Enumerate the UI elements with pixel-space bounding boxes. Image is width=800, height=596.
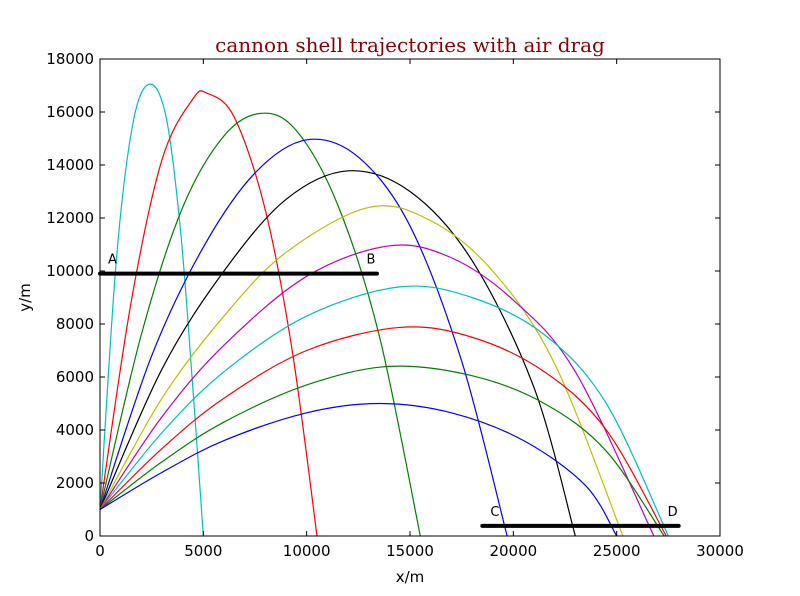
trajectory-line-2 — [100, 90, 318, 536]
trajectory-line-5 — [100, 170, 576, 536]
y-tick-label: 4000 — [56, 421, 94, 439]
y-tick-label: 10000 — [46, 262, 94, 280]
y-tick-label: 12000 — [46, 209, 94, 227]
x-tick-label: 0 — [95, 542, 105, 560]
x-tick-label: 15000 — [386, 542, 434, 560]
y-tick-label: 0 — [84, 527, 94, 545]
trajectory-line-8 — [100, 285, 669, 536]
y-tick-label: 16000 — [46, 103, 94, 121]
y-tick-label: 18000 — [46, 50, 94, 68]
trajectory-line-7 — [100, 244, 655, 536]
y-tick-label: 6000 — [56, 368, 94, 386]
x-tick-label: 30000 — [696, 542, 744, 560]
y-tick-label: 8000 — [56, 315, 94, 333]
x-tick-label: 10000 — [283, 542, 331, 560]
y-axis-label: y/m — [16, 283, 34, 312]
x-tick-label: 5000 — [184, 542, 222, 560]
reference-lines: A B C D — [98, 253, 681, 528]
trajectory-line-3 — [100, 112, 421, 536]
y-tick-label: 14000 — [46, 156, 94, 174]
trajectory-line-6 — [100, 205, 624, 536]
plot-frame — [99, 58, 721, 537]
axis-ticks: 0 5000 10000 15000 20000 25000 30000 0 2000 4000 6… — [46, 50, 744, 560]
chart-title: cannon shell trajectories with air drag — [215, 33, 605, 57]
reference-label-A: A — [108, 253, 117, 268]
trajectory-line-11 — [100, 402, 618, 536]
reference-label-C: C — [490, 505, 499, 520]
x-axis-label: x/m — [396, 568, 425, 586]
trajectory-line-4 — [100, 138, 508, 536]
y-tick-label: 2000 — [56, 474, 94, 492]
reference-label-D: D — [668, 505, 678, 520]
trajectory-line-1 — [100, 83, 204, 536]
trajectory-line-10 — [100, 365, 665, 536]
trajectory-line-9 — [100, 326, 667, 536]
x-tick-label: 20000 — [489, 542, 537, 560]
reference-label-B: B — [366, 253, 375, 268]
x-tick-label: 25000 — [593, 542, 641, 560]
series-layer — [100, 83, 669, 536]
